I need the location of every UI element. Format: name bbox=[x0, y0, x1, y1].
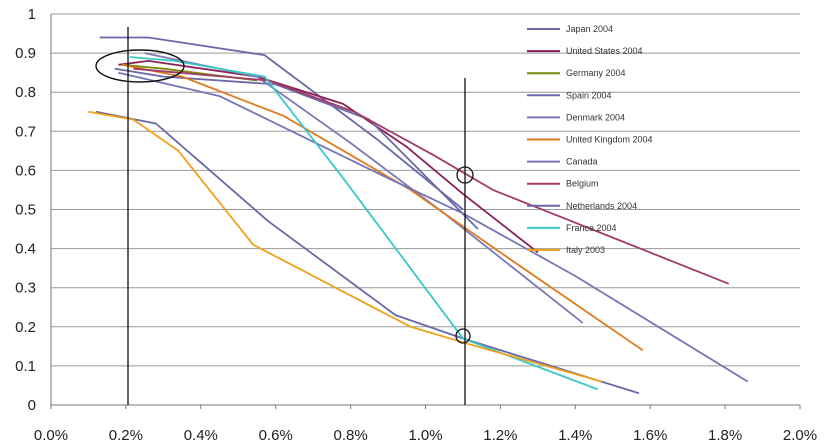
y-tick-label: 0.1 bbox=[15, 358, 36, 375]
legend-entry-label: France 2004 bbox=[566, 223, 617, 233]
axes bbox=[50, 14, 801, 409]
series-line bbox=[122, 63, 644, 352]
y-tick-label: 0.4 bbox=[15, 241, 36, 258]
series-line bbox=[114, 67, 479, 230]
legend: Japan 2004 United States 2004 Germany 2004… bbox=[527, 24, 653, 255]
legend-entry-label: Germany 2004 bbox=[566, 68, 626, 78]
series-line bbox=[118, 60, 539, 254]
series-line bbox=[118, 71, 749, 383]
x-tick-label: 1.0% bbox=[408, 427, 442, 444]
x-tick-label: 1.8% bbox=[708, 427, 742, 444]
series-line bbox=[99, 36, 464, 211]
y-tick-label: 0.6 bbox=[15, 162, 36, 179]
x-axis-tick-labels: 0.0% 0.2% 0.4% 0.6% 0.8% 1.0% 1.2% 1.4% 1.6% 1.8%… bbox=[34, 427, 817, 444]
x-tick-label: 1.4% bbox=[558, 427, 592, 444]
y-tick-label: 0.8 bbox=[15, 84, 36, 101]
series-line bbox=[95, 110, 640, 395]
legend-entry-label: United States 2004 bbox=[566, 46, 643, 56]
highlight-circle bbox=[455, 328, 471, 344]
gridlines bbox=[51, 13, 800, 367]
y-tick-label: 0.2 bbox=[15, 319, 36, 336]
y-axis-tick-labels: 0 0.1 0.2 0.3 0.4 0.5 0.6 0.7 0.8 0.9 1 bbox=[15, 6, 36, 414]
y-tick-label: 0.7 bbox=[15, 123, 36, 140]
x-tick-label: 1.6% bbox=[633, 427, 667, 444]
series-line bbox=[133, 67, 730, 285]
legend-entry-label: Denmark 2004 bbox=[566, 112, 625, 122]
x-tick-label: 0.8% bbox=[333, 427, 367, 444]
x-tick-label: 0.0% bbox=[34, 427, 68, 444]
series-lines bbox=[88, 36, 749, 395]
x-tick-label: 1.2% bbox=[483, 427, 517, 444]
highlight-ellipse bbox=[95, 49, 185, 83]
legend-entry-label: Spain 2004 bbox=[566, 90, 612, 100]
x-tick-label: 0.2% bbox=[109, 427, 143, 444]
y-tick-label: 0.9 bbox=[15, 45, 36, 62]
legend-entry-label: Canada bbox=[566, 157, 598, 167]
annotations bbox=[95, 27, 474, 405]
series-line bbox=[129, 56, 599, 391]
legend-entry-label: Netherlands 2004 bbox=[566, 201, 637, 211]
y-tick-label: 0.3 bbox=[15, 280, 36, 297]
x-tick-label: 2.0% bbox=[783, 427, 817, 444]
legend-entry-label: United Kingdom 2004 bbox=[566, 135, 653, 145]
legend-entry-label: Belgium bbox=[566, 179, 599, 189]
legend-entry-label: Italy 2003 bbox=[566, 245, 605, 255]
x-tick-label: 0.6% bbox=[259, 427, 293, 444]
legend-entry-label: Japan 2004 bbox=[566, 24, 613, 34]
highlight-circle bbox=[456, 166, 474, 184]
x-tick-label: 0.4% bbox=[184, 427, 218, 444]
y-tick-label: 0 bbox=[28, 397, 36, 414]
y-tick-label: 0.5 bbox=[15, 202, 36, 219]
y-tick-label: 1 bbox=[28, 6, 36, 23]
